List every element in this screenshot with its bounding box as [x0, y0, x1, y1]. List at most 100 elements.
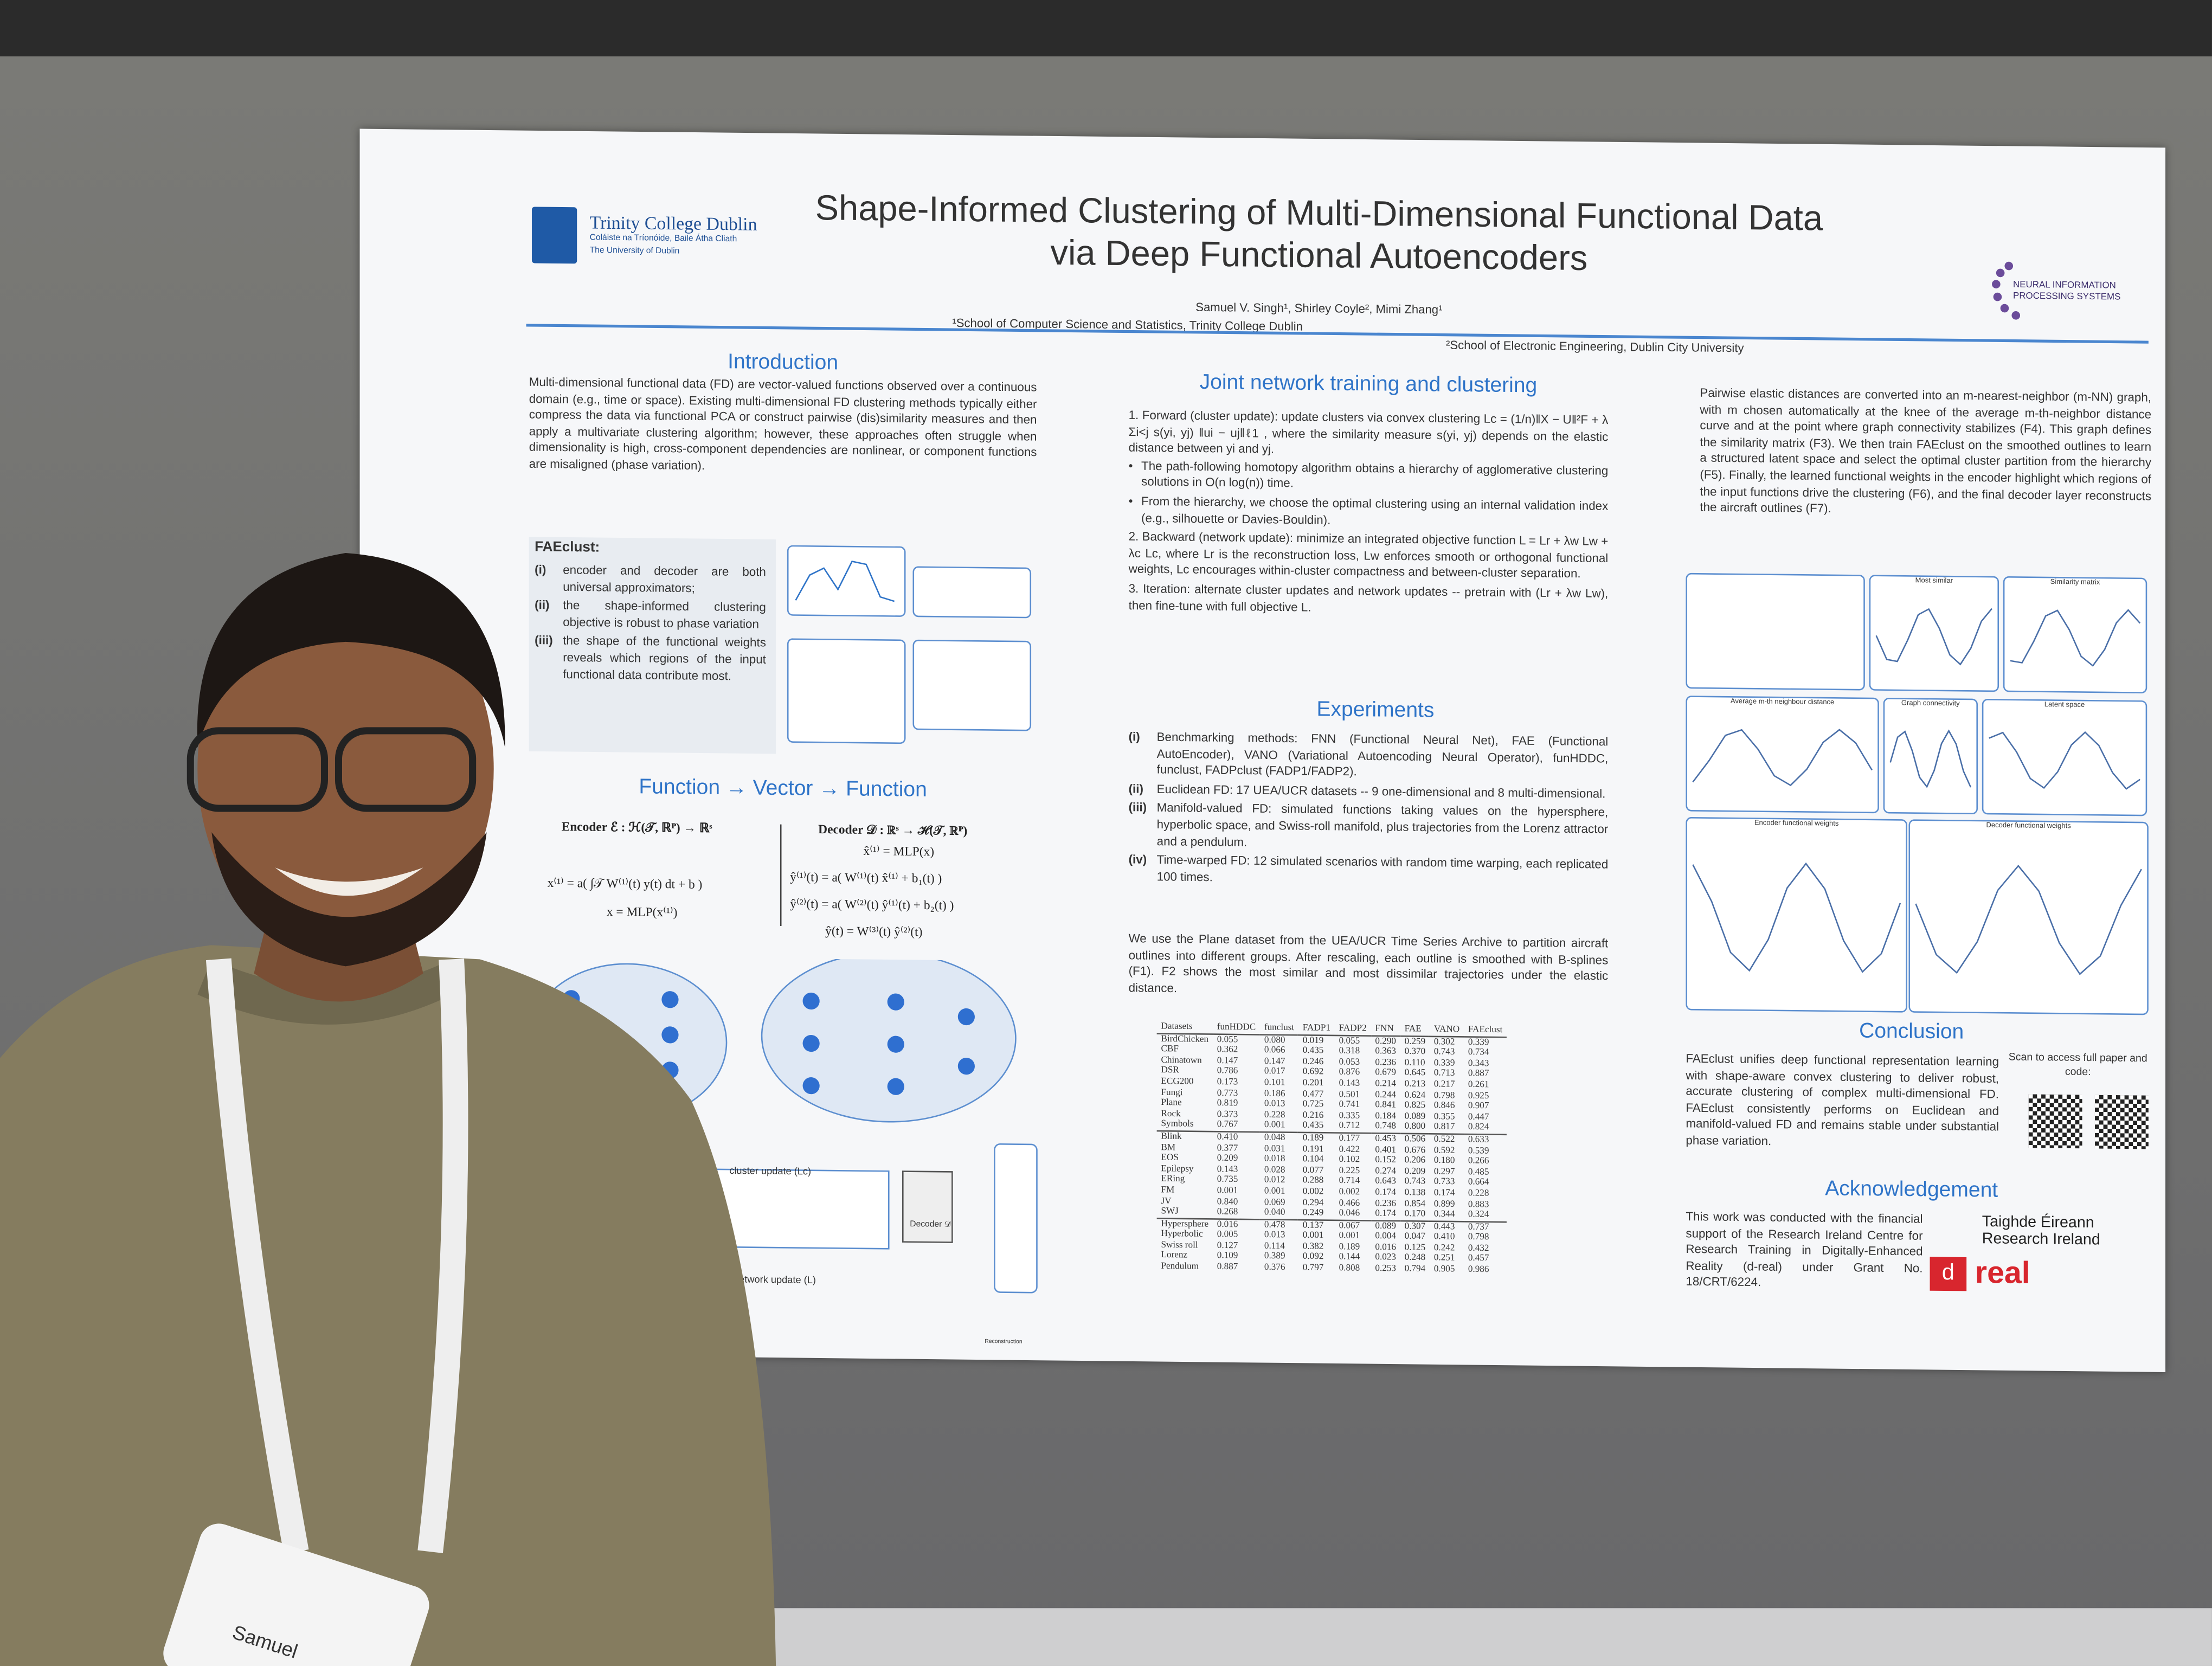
conclusion-text: FAEclust unifies deep functional represe…: [1686, 1051, 1999, 1148]
table-cell: 0.899: [1433, 1199, 1455, 1209]
plot-line: [1875, 608, 1993, 666]
table-cell: 0.324: [1468, 1210, 1489, 1220]
institution: Trinity College Dublin: [589, 211, 757, 235]
table-cell: 0.031: [1264, 1143, 1285, 1154]
table-cell: 0.101: [1264, 1077, 1285, 1088]
table-cell: 0.127: [1217, 1240, 1238, 1251]
table-cell: 0.266: [1468, 1156, 1489, 1167]
table-cell: 0.066: [1264, 1045, 1285, 1056]
table-cell: 0.170: [1404, 1209, 1426, 1219]
column-header: funHDDC: [1217, 1022, 1256, 1033]
glasses: [187, 727, 328, 812]
plot-line: [1989, 731, 2140, 790]
row-label: BirdChicken: [1161, 1033, 1209, 1044]
glasses: [335, 727, 477, 812]
table-cell: 0.213: [1404, 1079, 1426, 1090]
table-cell: 0.389: [1264, 1252, 1285, 1262]
table-cell: 0.592: [1433, 1145, 1455, 1155]
section-heading: Conclusion: [1859, 1019, 1964, 1045]
table-cell: 0.370: [1404, 1047, 1426, 1057]
list-item: (ii) Euclidean FD: 17 UEA/UCR datasets --…: [1129, 781, 1609, 802]
table-cell: 0.189: [1339, 1242, 1360, 1252]
bullet-dot: •: [1128, 493, 1133, 508]
column-header: funclust: [1264, 1022, 1295, 1033]
table-cell: 0.335: [1339, 1110, 1360, 1121]
diagram-label: Decoder 𝒟: [910, 1220, 951, 1230]
column-header: FAE: [1404, 1024, 1422, 1034]
table-cell: 0.410: [1433, 1232, 1455, 1243]
lanyard: [417, 959, 468, 1553]
table-cell: 0.664: [1468, 1178, 1489, 1188]
table-cell: 0.907: [1468, 1101, 1489, 1111]
plot-line: [1889, 729, 1972, 788]
table-cell: 0.737: [1468, 1221, 1489, 1232]
equation: Decoder 𝒟 : ℝˢ → ℋ(𝒯, ℝᴾ): [818, 822, 968, 838]
bullet-text: From the hierarchy, we choose the optima…: [1141, 493, 1609, 526]
table-cell: 0.186: [1264, 1088, 1285, 1099]
table-cell: 0.216: [1302, 1110, 1324, 1121]
table-cell: 0.841: [1375, 1100, 1397, 1111]
paragraph: 1. Forward (cluster update): update clus…: [1128, 407, 1609, 456]
table-cell: 0.077: [1302, 1165, 1324, 1175]
bullet-text: The path-following homotopy algorithm ob…: [1141, 458, 1609, 491]
figure: Decoder functional weights: [1908, 819, 2149, 1015]
table-cell: 0.274: [1375, 1166, 1397, 1176]
equation: ŷ⁽²⁾(t) = a( W⁽²⁾(t) ŷ⁽¹⁾(t) + b₂(t) ): [790, 896, 954, 912]
ceiling: [0, 0, 2212, 57]
figure-plot: [795, 560, 895, 602]
table-cell: 0.012: [1264, 1175, 1285, 1186]
table-cell: 0.104: [1302, 1154, 1324, 1165]
table-cell: 0.069: [1264, 1197, 1285, 1207]
table-cell: 0.339: [1433, 1058, 1455, 1069]
row-label: FM: [1161, 1185, 1175, 1195]
table-cell: 0.174: [1375, 1187, 1397, 1198]
table-cell: 0.824: [1468, 1122, 1489, 1133]
table-cell: 0.808: [1339, 1263, 1360, 1274]
table-cell: 0.209: [1404, 1166, 1426, 1176]
row-label: Swiss roll: [1161, 1240, 1198, 1251]
table-cell: 0.485: [1468, 1167, 1489, 1178]
table-cell: 0.040: [1264, 1207, 1285, 1218]
table-cell: 0.004: [1375, 1231, 1397, 1242]
table-cell: 0.748: [1375, 1122, 1397, 1132]
table-cell: 0.053: [1339, 1057, 1360, 1067]
table-cell: 0.854: [1404, 1198, 1426, 1209]
table-cell: 0.290: [1375, 1035, 1397, 1046]
table-cell: 0.713: [1433, 1069, 1455, 1079]
table-cell: 0.725: [1302, 1099, 1324, 1110]
tcd-crest: [531, 207, 577, 264]
bullets: • The path-following homotopy algorithm o…: [1129, 458, 1609, 531]
table-cell: 0.143: [1217, 1164, 1238, 1175]
paragraph: 3. Iteration: alternate cluster updates …: [1128, 581, 1609, 614]
table-cell: 0.005: [1217, 1230, 1238, 1240]
table-cell: 0.002: [1339, 1187, 1360, 1198]
table-cell: 0.676: [1404, 1144, 1426, 1155]
figure: Average m-th neighbour distance: [1686, 696, 1879, 814]
table-cell: 0.047: [1404, 1232, 1426, 1243]
experiments-text: We use the Plane dataset from the UEA/UC…: [1128, 931, 1609, 995]
funder-name: real: [1975, 1254, 2030, 1291]
table-cell: 0.819: [1217, 1098, 1238, 1109]
paragraph: 2. Backward (network update): minimize a…: [1128, 529, 1609, 581]
equation: x̂⁽¹⁾ = MLP(x): [863, 844, 935, 859]
table-cell: 0.055: [1217, 1034, 1238, 1045]
table-cell: 0.180: [1433, 1156, 1455, 1166]
item-text: Euclidean FD: 17 UEA/UCR datasets -- 9 o…: [1156, 781, 1606, 801]
table-cell: 0.152: [1375, 1155, 1397, 1166]
table-cell: 0.307: [1404, 1221, 1426, 1232]
column-header: FNN: [1375, 1024, 1394, 1034]
plot-line: [1915, 865, 2142, 975]
table-cell: 0.048: [1264, 1133, 1285, 1143]
plot-line: [2010, 609, 2141, 667]
plot-line: [1692, 862, 1901, 973]
section-heading: Introduction: [728, 350, 839, 375]
table-cell: 0.016: [1217, 1219, 1238, 1230]
table-cell: 0.410: [1217, 1132, 1238, 1142]
table-cell: 0.794: [1404, 1264, 1426, 1275]
table-cell: 0.501: [1339, 1089, 1360, 1099]
table-cell: 0.840: [1217, 1196, 1238, 1207]
table-cell: 0.244: [1375, 1089, 1397, 1100]
list-item: (iii) Manifold-valued FD: simulated funct…: [1129, 800, 1609, 854]
table-cell: 0.201: [1302, 1078, 1324, 1089]
